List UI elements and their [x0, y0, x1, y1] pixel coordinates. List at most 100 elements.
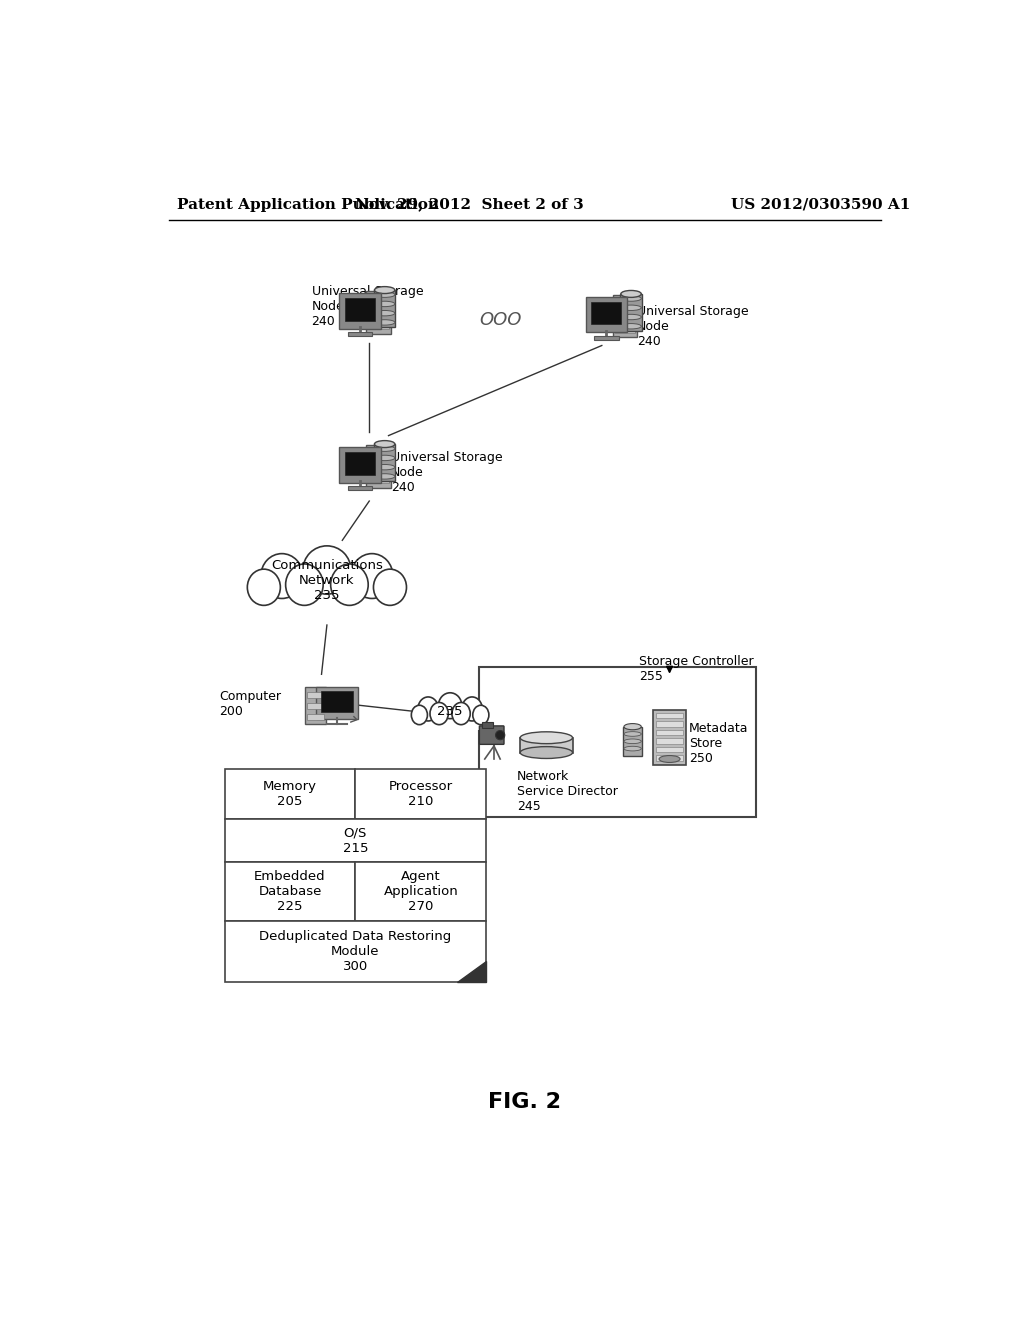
Ellipse shape [624, 739, 641, 743]
FancyBboxPatch shape [345, 298, 375, 321]
Ellipse shape [520, 731, 572, 743]
Text: Agent
Application
270: Agent Application 270 [383, 870, 458, 913]
FancyBboxPatch shape [369, 300, 388, 304]
Ellipse shape [473, 705, 488, 725]
Ellipse shape [462, 697, 482, 721]
Text: Nov. 29, 2012  Sheet 2 of 3: Nov. 29, 2012 Sheet 2 of 3 [355, 198, 584, 211]
Text: 235: 235 [437, 705, 463, 718]
Text: US 2012/0303590 A1: US 2012/0303590 A1 [731, 198, 910, 211]
FancyBboxPatch shape [655, 755, 683, 760]
Ellipse shape [496, 730, 505, 739]
FancyBboxPatch shape [224, 770, 355, 818]
FancyBboxPatch shape [653, 710, 686, 766]
Ellipse shape [375, 474, 395, 479]
Ellipse shape [438, 693, 462, 718]
Text: Deduplicated Data Restoring
Module
300: Deduplicated Data Restoring Module 300 [259, 931, 452, 973]
FancyBboxPatch shape [655, 713, 683, 718]
FancyBboxPatch shape [307, 692, 324, 698]
FancyBboxPatch shape [479, 726, 504, 744]
Ellipse shape [375, 301, 395, 306]
Ellipse shape [624, 723, 641, 730]
Text: Memory
205: Memory 205 [263, 780, 317, 808]
FancyBboxPatch shape [369, 308, 388, 312]
FancyBboxPatch shape [355, 770, 486, 818]
Text: FIG. 2: FIG. 2 [488, 1092, 561, 1111]
FancyBboxPatch shape [614, 312, 635, 315]
FancyBboxPatch shape [592, 302, 622, 325]
Polygon shape [457, 961, 486, 982]
Ellipse shape [624, 746, 641, 751]
FancyBboxPatch shape [339, 447, 381, 483]
Ellipse shape [624, 731, 641, 737]
FancyBboxPatch shape [369, 325, 388, 329]
Text: Universal Storage
Node
240: Universal Storage Node 240 [311, 285, 423, 329]
FancyBboxPatch shape [355, 862, 486, 921]
Ellipse shape [375, 441, 395, 447]
FancyBboxPatch shape [415, 710, 485, 730]
Ellipse shape [418, 697, 438, 721]
FancyBboxPatch shape [369, 462, 388, 466]
FancyBboxPatch shape [586, 297, 628, 333]
FancyBboxPatch shape [339, 293, 381, 329]
Ellipse shape [375, 446, 395, 451]
FancyBboxPatch shape [369, 471, 388, 474]
FancyBboxPatch shape [655, 738, 683, 743]
FancyBboxPatch shape [374, 444, 395, 480]
Ellipse shape [452, 702, 470, 725]
Ellipse shape [375, 292, 395, 297]
Ellipse shape [248, 569, 281, 606]
FancyBboxPatch shape [369, 317, 388, 321]
Ellipse shape [412, 705, 427, 725]
Text: Embedded
Database
225: Embedded Database 225 [254, 870, 326, 913]
Ellipse shape [351, 553, 393, 598]
Text: O/S
215: O/S 215 [343, 826, 369, 854]
Ellipse shape [375, 465, 395, 470]
Ellipse shape [621, 305, 641, 310]
FancyBboxPatch shape [482, 722, 494, 729]
FancyBboxPatch shape [478, 667, 756, 817]
Ellipse shape [375, 286, 395, 293]
Text: Network
Service Director
245: Network Service Director 245 [517, 770, 617, 813]
Text: Patent Application Publication: Patent Application Publication [177, 198, 438, 211]
FancyBboxPatch shape [224, 818, 486, 862]
Text: Universal Storage
Node
240: Universal Storage Node 240 [391, 451, 503, 494]
Text: OOO: OOO [479, 312, 521, 329]
FancyBboxPatch shape [612, 296, 637, 338]
FancyBboxPatch shape [655, 747, 683, 752]
Text: Processor
210: Processor 210 [389, 780, 453, 808]
FancyBboxPatch shape [224, 862, 355, 921]
Ellipse shape [621, 290, 641, 297]
Ellipse shape [286, 564, 324, 606]
Ellipse shape [621, 323, 641, 329]
FancyBboxPatch shape [224, 921, 486, 982]
Ellipse shape [374, 569, 407, 606]
Ellipse shape [659, 755, 680, 763]
Text: Communications
Network
235: Communications Network 235 [271, 558, 383, 602]
FancyBboxPatch shape [520, 738, 572, 752]
FancyBboxPatch shape [307, 714, 324, 719]
Ellipse shape [331, 564, 369, 606]
FancyBboxPatch shape [614, 321, 635, 325]
FancyBboxPatch shape [369, 479, 388, 483]
Ellipse shape [375, 455, 395, 461]
Text: Computer
200: Computer 200 [219, 689, 282, 718]
Text: Universal Storage
Node
240: Universal Storage Node 240 [637, 305, 749, 347]
FancyBboxPatch shape [307, 702, 324, 709]
FancyBboxPatch shape [374, 290, 395, 327]
FancyBboxPatch shape [321, 690, 353, 711]
FancyBboxPatch shape [345, 451, 375, 475]
Ellipse shape [375, 319, 395, 325]
FancyBboxPatch shape [255, 578, 399, 615]
FancyBboxPatch shape [614, 304, 635, 308]
FancyBboxPatch shape [367, 292, 391, 334]
Text: Metadata
Store
250: Metadata Store 250 [689, 722, 749, 766]
Ellipse shape [520, 747, 572, 759]
FancyBboxPatch shape [594, 337, 618, 341]
FancyBboxPatch shape [614, 329, 635, 333]
FancyBboxPatch shape [621, 294, 642, 331]
Ellipse shape [621, 296, 641, 301]
FancyBboxPatch shape [348, 487, 373, 490]
FancyBboxPatch shape [316, 686, 357, 719]
FancyBboxPatch shape [655, 730, 683, 735]
Ellipse shape [621, 314, 641, 319]
